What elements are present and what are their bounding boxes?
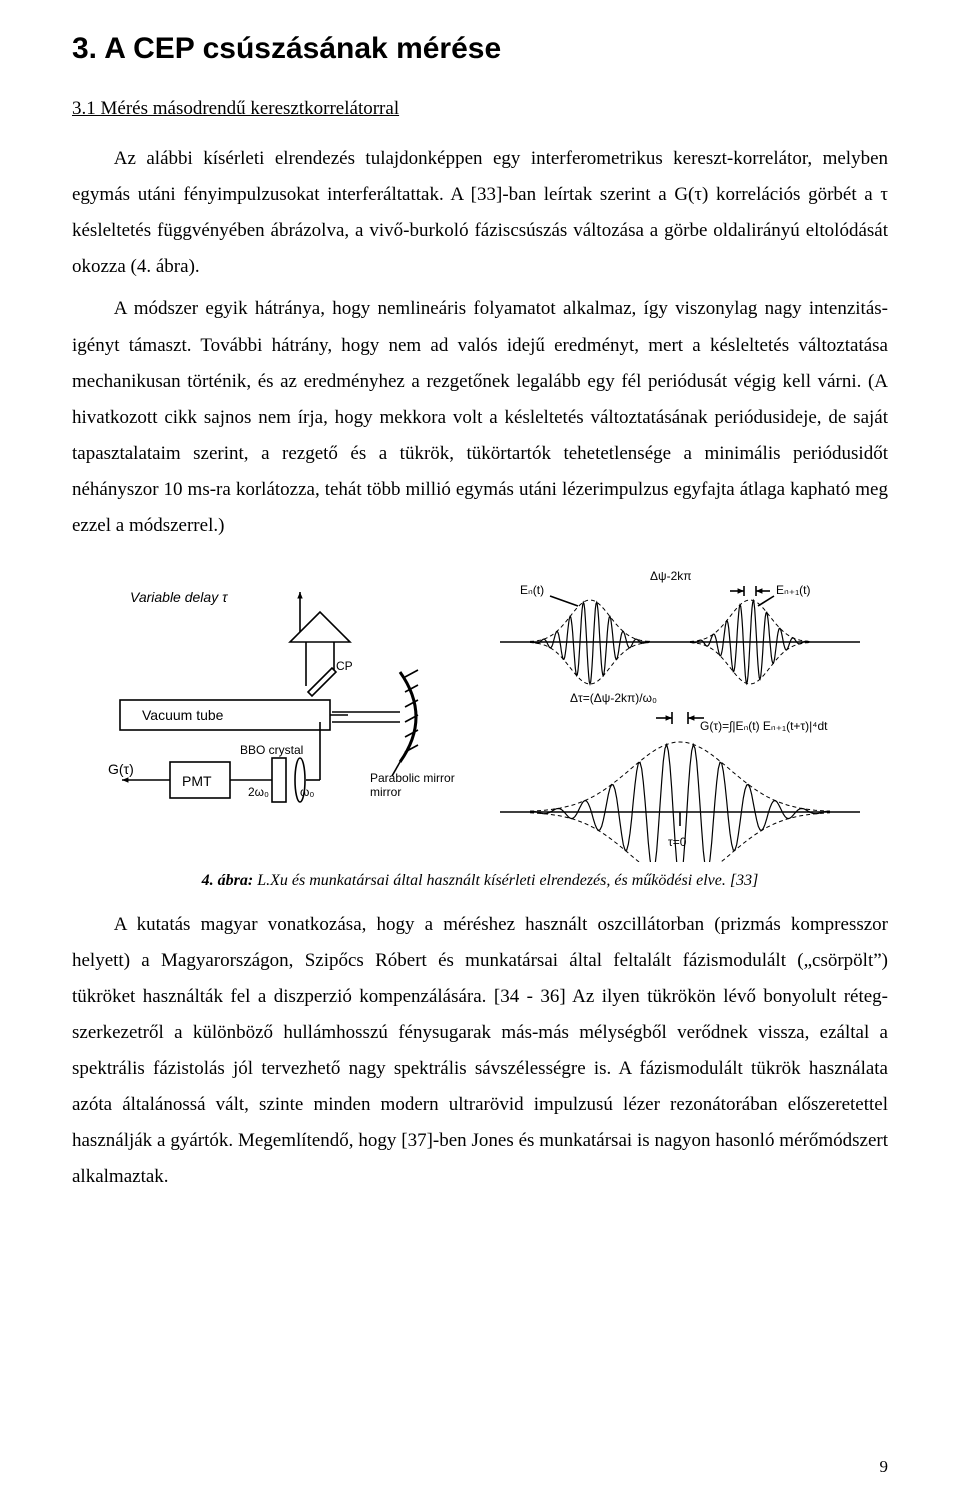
svg-text:Parabolic mirror: Parabolic mirror: [370, 771, 455, 785]
figure-4: Variable delay τ CP Vacuum tube Parabolic m…: [100, 562, 860, 896]
section-title: 3. A CEP csúszásának mérése: [72, 20, 888, 77]
svg-text:Eₙ(t): Eₙ(t): [520, 583, 544, 597]
paragraph-1: Az alábbi kísérleti elrendezés tulajdonk…: [72, 141, 888, 285]
svg-text:Variable delay τ: Variable delay τ: [130, 589, 228, 605]
svg-text:Δψ-2kπ: Δψ-2kπ: [650, 569, 692, 583]
svg-text:Eₙ₊₁(t): Eₙ₊₁(t): [776, 583, 811, 597]
paragraph-3: A kutatás magyar vonatkozása, hogy a mér…: [72, 907, 888, 1196]
figure-4-caption: 4. ábra: L.Xu és munkatársai által haszn…: [100, 866, 860, 896]
figure-4-svg: Variable delay τ CP Vacuum tube Parabolic m…: [100, 562, 860, 862]
svg-text:ω₀: ω₀: [300, 785, 314, 799]
svg-text:G(τ): G(τ): [108, 761, 134, 777]
figure-4-caption-rest: L.Xu és munkatársai által használt kísér…: [253, 872, 758, 889]
svg-text:CP: CP: [336, 659, 353, 673]
svg-text:mirror: mirror: [370, 785, 401, 799]
svg-text:2ω₀: 2ω₀: [248, 785, 269, 799]
svg-text:Δτ=(Δψ-2kπ)/ω₀: Δτ=(Δψ-2kπ)/ω₀: [570, 691, 657, 705]
figure-4-caption-lead: 4. ábra:: [202, 872, 254, 889]
svg-text:G(τ)=∫|Eₙ(t) Eₙ₊₁(t+τ)|⁴dt: G(τ)=∫|Eₙ(t) Eₙ₊₁(t+τ)|⁴dt: [700, 719, 828, 733]
subsection-title: 3.1 Mérés másodrendű keresztkorrelátorra…: [72, 91, 888, 127]
svg-text:Vacuum tube: Vacuum tube: [142, 707, 224, 723]
svg-text:BBO crystal: BBO crystal: [240, 743, 303, 757]
svg-text:τ=0: τ=0: [668, 835, 687, 849]
paragraph-2: A módszer egyik hátránya, hogy nemlineár…: [72, 291, 888, 544]
page: 3. A CEP csúszásának mérése 3.1 Mérés má…: [0, 0, 960, 1505]
svg-text:PMT: PMT: [182, 773, 212, 789]
page-number: 9: [880, 1451, 889, 1483]
